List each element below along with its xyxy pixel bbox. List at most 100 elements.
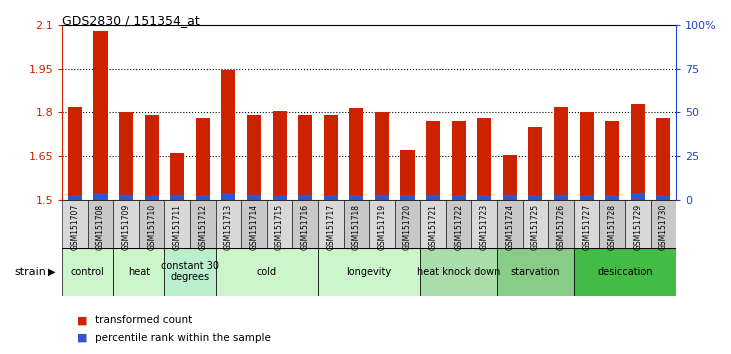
Bar	[349, 195, 363, 354]
Text: GSM151728: GSM151728	[607, 204, 617, 250]
Text: GSM151720: GSM151720	[403, 204, 412, 250]
Bar	[452, 195, 466, 354]
Bar	[119, 113, 133, 354]
Bar	[247, 115, 261, 354]
Bar	[599, 200, 625, 248]
Bar	[298, 115, 312, 354]
Bar	[190, 200, 216, 248]
Text: GSM151717: GSM151717	[326, 204, 336, 250]
Bar	[420, 248, 497, 296]
Text: GSM151716: GSM151716	[300, 204, 310, 250]
Bar	[68, 195, 82, 354]
Bar	[574, 200, 599, 248]
Bar	[344, 200, 369, 248]
Bar	[631, 104, 645, 354]
Bar	[145, 195, 159, 354]
Text: GSM151719: GSM151719	[377, 204, 387, 250]
Bar	[580, 195, 594, 354]
Text: GSM151729: GSM151729	[633, 204, 643, 250]
Bar	[170, 195, 184, 354]
Text: constant 30
degrees: constant 30 degrees	[161, 261, 219, 282]
Text: ▶: ▶	[48, 267, 55, 277]
Text: GSM151707: GSM151707	[70, 204, 80, 250]
Text: GSM151721: GSM151721	[428, 204, 438, 250]
Bar	[503, 195, 517, 354]
Bar	[446, 200, 471, 248]
Bar	[119, 195, 133, 354]
Bar	[318, 248, 420, 296]
Bar	[656, 118, 670, 354]
Bar	[94, 193, 107, 354]
Text: GSM151726: GSM151726	[556, 204, 566, 250]
Bar	[375, 195, 389, 354]
Text: transformed count: transformed count	[95, 315, 192, 325]
Text: starvation: starvation	[511, 267, 560, 277]
Bar	[420, 200, 446, 248]
Text: GSM151722: GSM151722	[454, 204, 463, 250]
Text: heat knock down: heat knock down	[417, 267, 501, 277]
Bar	[656, 195, 670, 354]
Text: desiccation: desiccation	[597, 267, 653, 277]
Bar	[298, 195, 312, 354]
Bar	[523, 200, 548, 248]
Text: GSM151714: GSM151714	[249, 204, 259, 250]
Bar	[292, 200, 318, 248]
Text: ■: ■	[77, 315, 87, 325]
Bar	[452, 121, 466, 354]
Bar	[625, 200, 651, 248]
Bar	[216, 200, 241, 248]
Text: cold: cold	[257, 267, 277, 277]
Text: GSM151712: GSM151712	[198, 204, 208, 250]
Bar	[170, 153, 184, 354]
Text: GSM151713: GSM151713	[224, 204, 233, 250]
Bar	[605, 121, 619, 354]
Text: percentile rank within the sample: percentile rank within the sample	[95, 333, 271, 343]
Bar	[164, 200, 190, 248]
Bar	[426, 121, 440, 354]
Bar	[497, 200, 523, 248]
Bar	[273, 111, 287, 354]
Bar	[164, 248, 216, 296]
Text: GSM151711: GSM151711	[173, 204, 182, 250]
Text: GSM151730: GSM151730	[659, 204, 668, 250]
Bar	[529, 127, 542, 354]
Bar	[145, 115, 159, 354]
Bar	[139, 200, 164, 248]
Bar	[554, 107, 568, 354]
Bar	[548, 200, 574, 248]
Bar	[651, 200, 676, 248]
Bar	[273, 195, 287, 354]
Text: GSM151718: GSM151718	[352, 204, 361, 250]
Text: GSM151724: GSM151724	[505, 204, 515, 250]
Bar	[401, 195, 414, 354]
Text: GSM151725: GSM151725	[531, 204, 540, 250]
Bar	[267, 200, 292, 248]
Bar	[113, 248, 164, 296]
Bar	[196, 195, 210, 354]
Text: ■: ■	[77, 333, 87, 343]
Bar	[318, 200, 344, 248]
Text: GSM151709: GSM151709	[121, 204, 131, 250]
Bar	[554, 195, 568, 354]
Bar	[471, 200, 497, 248]
Bar	[196, 118, 210, 354]
Bar	[221, 193, 235, 354]
Text: control: control	[71, 267, 105, 277]
Bar	[369, 200, 395, 248]
Text: strain: strain	[15, 267, 47, 277]
Bar	[477, 195, 491, 354]
Bar	[426, 195, 440, 354]
Bar	[68, 107, 82, 354]
Bar	[62, 200, 88, 248]
Bar	[580, 113, 594, 354]
Text: GSM151710: GSM151710	[147, 204, 156, 250]
Bar	[62, 248, 113, 296]
Text: heat: heat	[128, 267, 150, 277]
Bar	[241, 200, 267, 248]
Bar	[221, 70, 235, 354]
Text: GSM151727: GSM151727	[582, 204, 591, 250]
Bar	[324, 115, 338, 354]
Bar	[574, 248, 676, 296]
Text: longevity: longevity	[346, 267, 392, 277]
Bar	[605, 195, 619, 354]
